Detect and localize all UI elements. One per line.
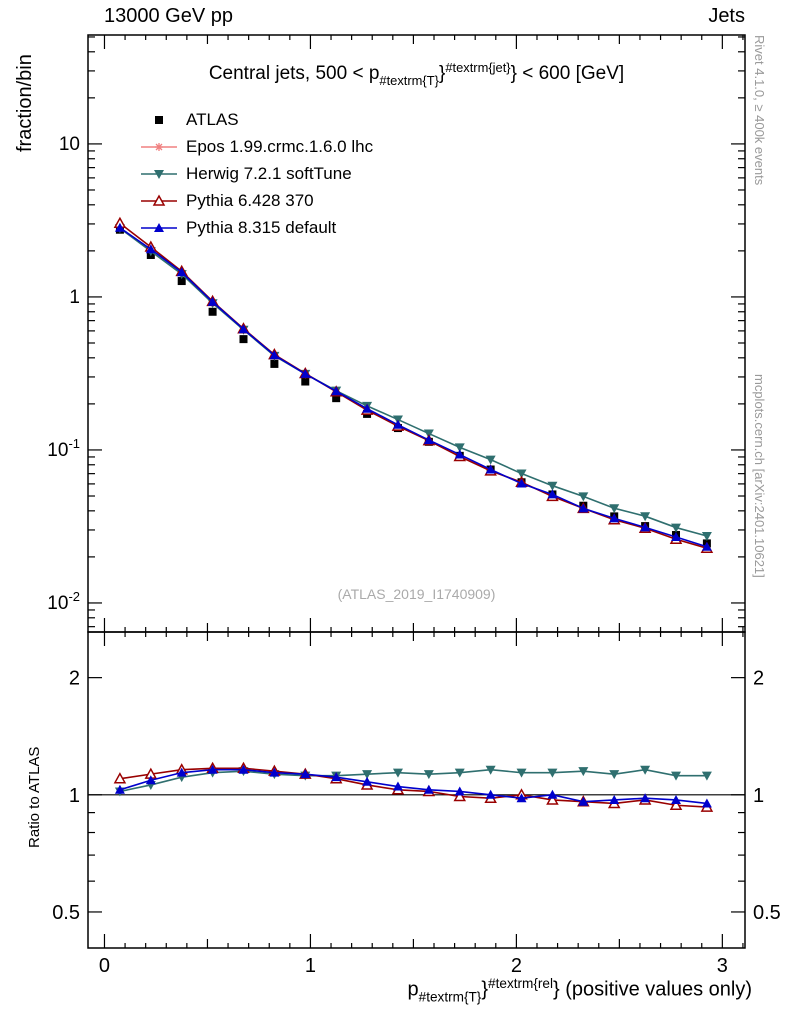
xlabel-sup: #textrm{rel: [488, 976, 554, 991]
title-post: } < 600 [GeV]: [510, 63, 625, 85]
legend: ATLAS Epos 1.99.crmc.1.6.0 lhc Herwig 7.2.…: [138, 106, 373, 241]
svg-text:0.5: 0.5: [52, 902, 80, 924]
analysis-id-watermark: (ATLAS_2019_I1740909): [337, 586, 496, 602]
legend-marker-icon: [141, 222, 177, 232]
legend-label: Epos 1.99.crmc.1.6.0 lhc: [186, 136, 374, 156]
title-sup: #textrm{jet}: [445, 60, 511, 75]
legend-label: Pythia 8.315 default: [186, 217, 337, 237]
panel-frames: [87, 34, 746, 949]
series-pythia-6-428-370: [113, 216, 714, 553]
svg-text:10-1: 10-1: [47, 436, 80, 461]
legend-marker-icon: [141, 142, 177, 151]
y-axis-label-main: fraction/bin: [14, 54, 36, 152]
mcplots-reference-note: mcplots.cern.ch [arXiv:2401.10621]: [752, 374, 767, 578]
svg-text:1: 1: [305, 955, 316, 977]
axis-ticks: [88, 35, 745, 948]
svg-text:10: 10: [59, 134, 80, 155]
y-axis-label-ratio: Ratio to ATLAS: [26, 746, 43, 848]
xlabel-post: } (positive values only): [553, 978, 752, 1001]
xlabel-sub: #textrm{T}: [418, 989, 482, 1005]
svg-text:1: 1: [753, 785, 764, 807]
analysis-group-label: Jets: [708, 5, 745, 27]
legend-label: ATLAS: [186, 109, 239, 129]
ratio-series-pythia-8-315-default: [114, 764, 712, 808]
xlabel-mid: }: [481, 978, 489, 1001]
series-atlas: [115, 225, 711, 548]
legend-marker-icon: [141, 169, 177, 179]
svg-text:0.5: 0.5: [753, 902, 781, 924]
series-pythia-8-315-default: [114, 222, 712, 551]
tick-labels: 0 1 2 3 10-2 10-1 1 10 0.5 0.5 1 1 2 2: [47, 134, 781, 977]
panel-title: Central jets, 500 < p#textrm{T}}#textrm{…: [88, 60, 745, 88]
svg-text:3: 3: [717, 955, 728, 977]
legend-label: Herwig 7.2.1 softTune: [186, 163, 352, 183]
svg-text:2: 2: [753, 668, 764, 690]
title-sub: #textrm{T}: [379, 72, 439, 88]
beam-energy-label: 13000 GeV pp: [104, 5, 233, 27]
legend-item: Herwig 7.2.1 softTune: [138, 160, 373, 187]
xlabel-pre: p: [407, 978, 419, 1001]
series-herwig-7-2-1-softtune: [114, 224, 712, 541]
svg-text:2: 2: [69, 668, 80, 690]
svg-text:1: 1: [69, 785, 80, 807]
legend-item: Pythia 8.315 default: [138, 214, 373, 241]
svg-text:0: 0: [99, 955, 110, 977]
legend-item: ATLAS: [138, 106, 373, 133]
svg-text:10-2: 10-2: [47, 589, 80, 614]
legend-marker-icon: [141, 193, 177, 206]
title-pre: Central jets, 500 < p: [208, 63, 380, 85]
rivet-version-note: Rivet 4.1.0, ≥ 400k events: [752, 35, 767, 186]
legend-label: Pythia 6.428 370: [186, 190, 314, 210]
legend-item: Pythia 6.428 370: [138, 187, 373, 214]
legend-item: Epos 1.99.crmc.1.6.0 lhc: [138, 133, 373, 160]
svg-text:2: 2: [511, 955, 522, 977]
title-mid: }: [438, 63, 446, 85]
x-axis-label: p#textrm{T}}#textrm{rel} (positive value…: [408, 976, 752, 1005]
legend-marker-icon: [155, 115, 163, 124]
svg-text:1: 1: [69, 287, 80, 308]
